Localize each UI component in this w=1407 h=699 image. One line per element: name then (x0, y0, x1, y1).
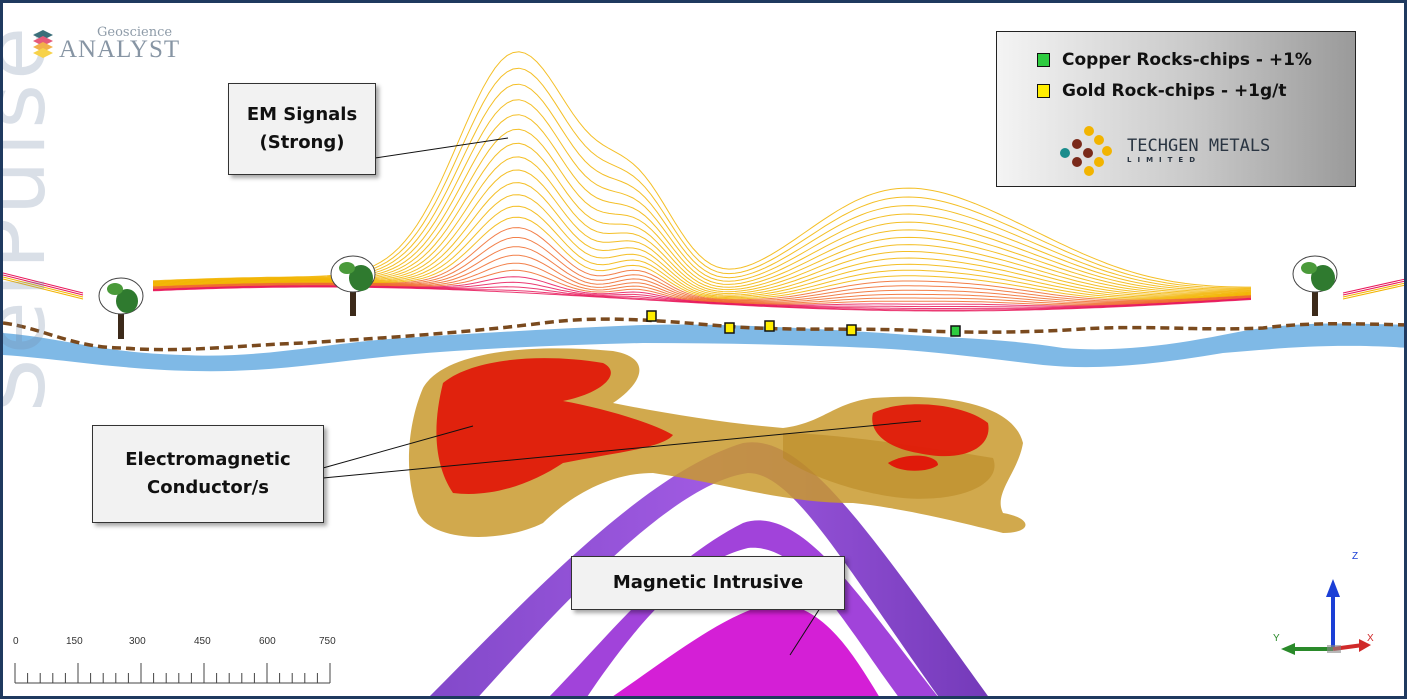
legend-item-copper: Copper Rocks-chips - +1% (1037, 50, 1312, 70)
logo-icon (33, 30, 53, 58)
em-signal-line (1342, 282, 1404, 298)
em-signal-line (3, 278, 84, 300)
company-logo: TECHGEN METALS LIMITED (1059, 124, 1270, 176)
em-signal-line (1342, 278, 1404, 294)
gold-sample-marker[interactable] (846, 324, 857, 336)
tree-icon (330, 255, 376, 316)
em-signal-line (1342, 284, 1404, 300)
terrain-surface (3, 323, 1404, 372)
logo-subtitle: Geoscience (97, 25, 173, 40)
callout-em-signals: EM Signals (Strong) (228, 83, 376, 175)
app-logo: Geoscience ANALYST (31, 25, 181, 63)
logo-title: ANALYST (59, 36, 181, 63)
callout-leader-lines (322, 137, 922, 656)
axis-label-z: Z (1352, 551, 1359, 562)
company-subtitle: LIMITED (1127, 155, 1202, 164)
em-signal-line (1342, 280, 1404, 296)
scale-tick-label: 300 (129, 636, 146, 647)
axis-triad[interactable] (1281, 579, 1371, 655)
scale-tick-label: 450 (194, 636, 211, 647)
em-signal-line (3, 272, 84, 294)
3d-scene[interactable] (3, 3, 1407, 699)
copper-sample-marker[interactable] (950, 325, 961, 337)
copper-swatch (1037, 53, 1050, 67)
legend-label: Gold Rock-chips - +1g/t (1062, 81, 1287, 101)
scale-bar-labels: 0 150 300 450 600 750 (13, 633, 343, 693)
axis-label-x: X (1367, 633, 1374, 644)
axis-label-y: Y (1273, 633, 1280, 644)
ground-profile-line (3, 317, 1404, 352)
gold-sample-marker[interactable] (646, 310, 657, 322)
scale-tick-label: 600 (259, 636, 276, 647)
tree-icon (1292, 255, 1338, 316)
watermark: SelPulse (0, 23, 65, 413)
callout-em-conductor: Electromagnetic Conductor/s (92, 425, 324, 523)
gold-sample-marker[interactable] (724, 322, 735, 334)
em-signal-line (3, 276, 84, 298)
legend-label: Copper Rocks-chips - +1% (1062, 50, 1312, 70)
scale-tick-label: 750 (319, 636, 336, 647)
legend-panel: Copper Rocks-chips - +1% Gold Rock-chips… (996, 31, 1356, 187)
tree-icon (98, 277, 144, 339)
scale-tick-label: 0 (13, 636, 19, 647)
magnetic-intrusive-body (429, 442, 988, 696)
em-signal-line (3, 274, 84, 296)
gold-sample-marker[interactable] (764, 320, 775, 332)
rock-chip-samples (646, 310, 961, 337)
electromagnetic-conductor-core (436, 358, 989, 494)
legend-item-gold: Gold Rock-chips - +1g/t (1037, 81, 1287, 101)
gold-swatch (1037, 84, 1050, 98)
company-name: TECHGEN METALS (1127, 135, 1271, 156)
scale-tick-label: 150 (66, 636, 83, 647)
callout-magnetic-intrusive: Magnetic Intrusive (571, 556, 845, 610)
scale-bar (14, 663, 331, 684)
techgen-logo-icon (1060, 126, 1112, 176)
